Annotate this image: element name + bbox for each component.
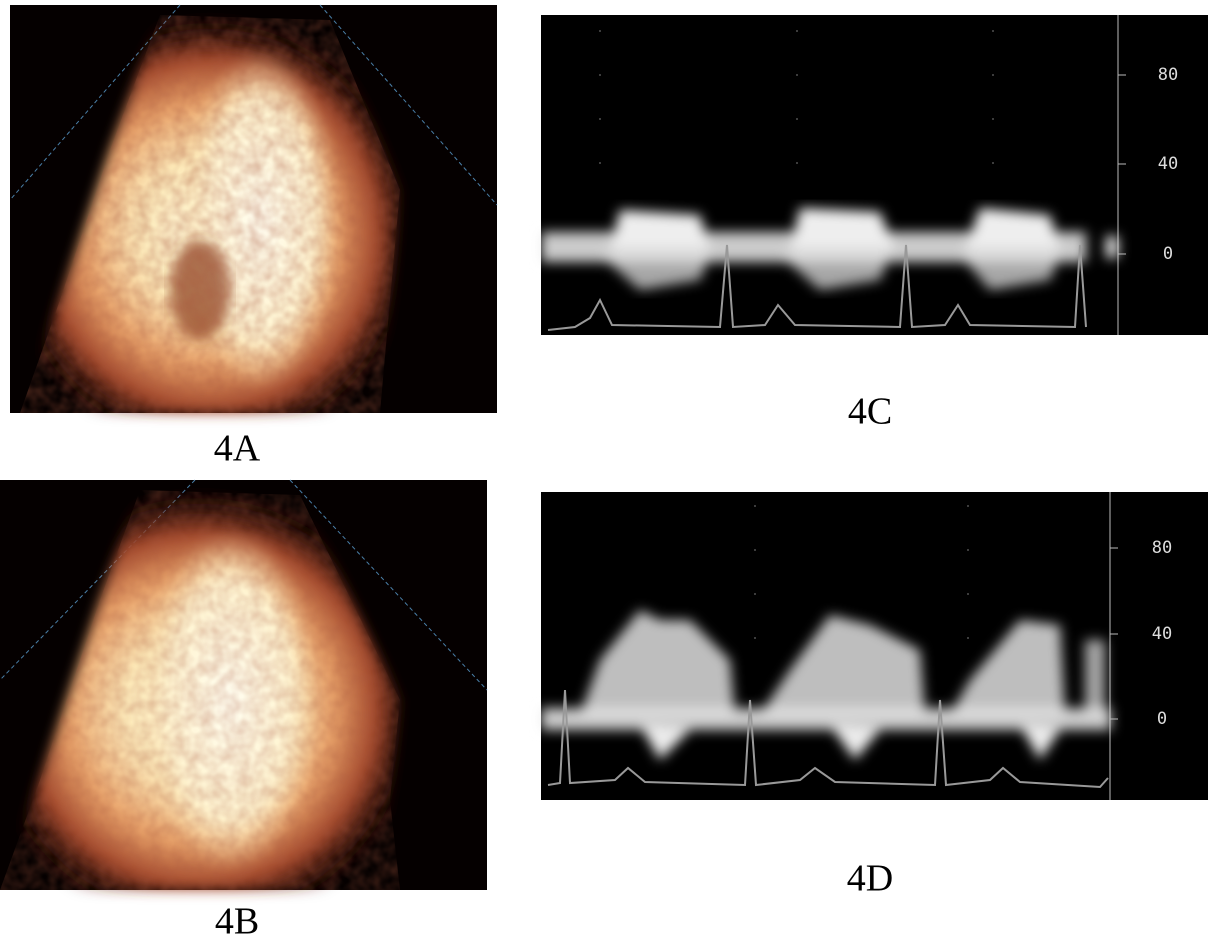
scale-label: 80 <box>1152 538 1172 558</box>
panel-label: 4B <box>215 901 259 943</box>
scale-label: 0 <box>1157 709 1167 729</box>
scale-label: 80 <box>1158 65 1178 85</box>
echo-image-4b <box>0 479 488 890</box>
scale-label: 40 <box>1158 154 1178 174</box>
doppler-4c <box>541 15 1208 335</box>
panel-label: 4A <box>214 428 261 470</box>
echo-image-4a <box>9 4 498 413</box>
doppler-4d <box>541 492 1208 800</box>
scale-label: 0 <box>1163 244 1173 264</box>
scale-label: 40 <box>1152 624 1172 644</box>
panel-label: 4D <box>847 858 893 900</box>
panel-label: 4C <box>848 391 892 433</box>
